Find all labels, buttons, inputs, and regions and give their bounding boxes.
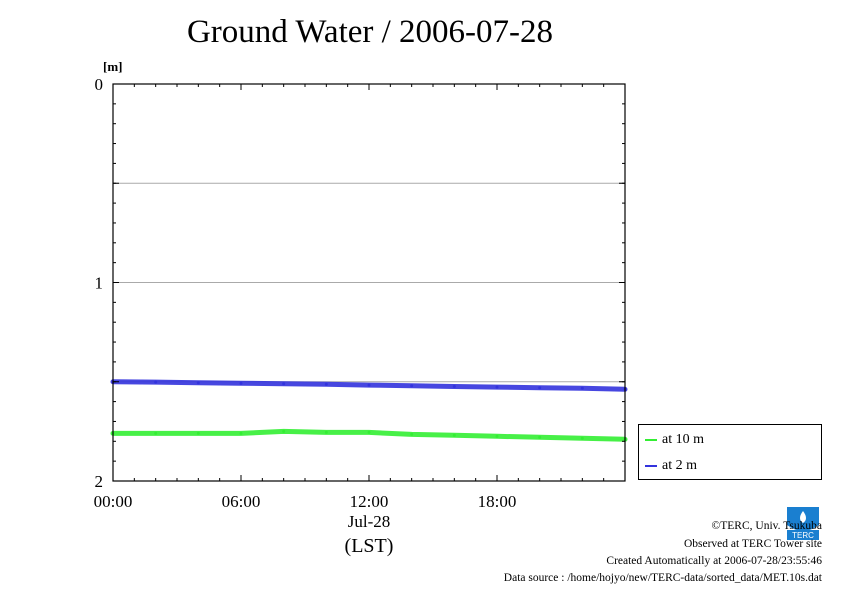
data-point-1-1 [154, 380, 158, 384]
footer-created: Created Automatically at 2006-07-28/23:5… [606, 555, 822, 567]
terc-logo: TERC [783, 503, 823, 541]
data-point-1-11 [580, 386, 584, 390]
x-axis-unit-label: (LST) [345, 535, 394, 557]
footer-source: Data source : /home/hojyo/new/TERC-data/… [503, 572, 822, 584]
footer-observed: Observed at TERC Tower site [683, 538, 822, 550]
logo-text: TERC [792, 531, 814, 540]
ytick-label-0: 0 [95, 75, 104, 94]
legend-label-10m: at 10 m [662, 432, 704, 447]
data-point-1-8 [452, 385, 456, 389]
data-point-0-6 [367, 430, 371, 434]
data-point-0-8 [452, 433, 456, 437]
data-point-0-5 [324, 430, 328, 434]
data-point-1-10 [538, 386, 542, 390]
legend: at 10 m at 2 m [638, 424, 822, 480]
xtick-label-3: 18:00 [478, 492, 517, 511]
grid-layer [113, 182, 625, 383]
legend-item-2m: at 2 m [645, 456, 697, 476]
data-point-1-7 [410, 384, 414, 388]
data-point-0-1 [154, 431, 158, 435]
data-point-1-5 [324, 382, 328, 386]
data-point-0-10 [538, 435, 542, 439]
ytick-label-4: 2 [95, 472, 104, 491]
label-layer: 0 1 200:00 06:00 12:00 18:00 [m] Jul-28 (LST) [94, 59, 517, 557]
legend-swatch-2m [645, 465, 657, 467]
data-point-0-7 [410, 432, 414, 436]
data-point-1-4 [282, 382, 286, 386]
y-axis-label: [m] [103, 59, 123, 74]
footer-copyright: ©TERC, Univ. Tsukuba [711, 520, 822, 532]
xtick-label-0: 00:00 [94, 492, 133, 511]
data-point-0-4 [282, 429, 286, 433]
tick-layer [112, 83, 626, 482]
data-point-1-9 [495, 385, 499, 389]
data-point-0-2 [196, 431, 200, 435]
series-layer [110, 379, 628, 442]
data-point-1-3 [239, 381, 243, 385]
legend-item-10m: at 10 m [645, 430, 704, 450]
xtick-label-2: 12:00 [350, 492, 389, 511]
data-point-1-2 [196, 381, 200, 385]
data-point-1-6 [367, 383, 371, 387]
data-point-0-3 [239, 431, 243, 435]
xtick-label-1: 06:00 [222, 492, 261, 511]
x-axis-label: Jul-28 [348, 512, 391, 531]
data-point-0-11 [580, 436, 584, 440]
legend-label-2m: at 2 m [662, 458, 697, 473]
ytick-label-2: 1 [95, 274, 104, 293]
data-point-0-9 [495, 434, 499, 438]
legend-swatch-10m [645, 439, 657, 441]
chart-title: Ground Water / 2006-07-28 [186, 14, 554, 50]
